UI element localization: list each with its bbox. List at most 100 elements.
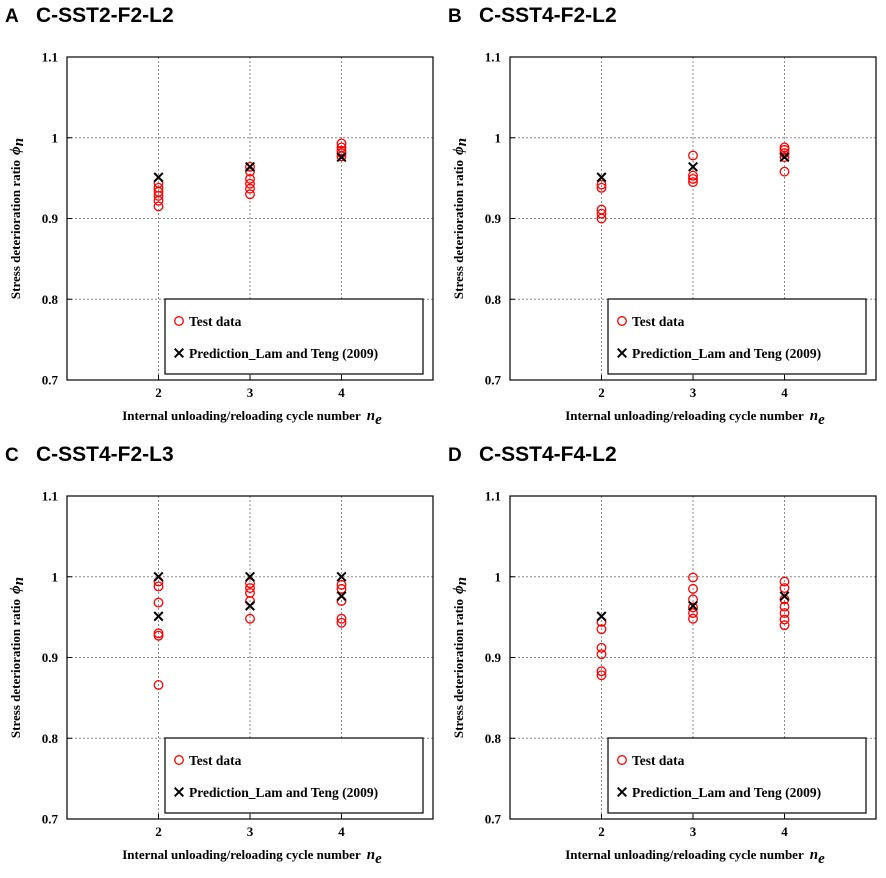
test-data-point	[153, 182, 164, 193]
test-data-point	[336, 145, 347, 156]
y-tick-label: 1	[495, 130, 502, 145]
y-axis-label: Stress deterioration ratio ϕn	[451, 577, 470, 738]
x-axis-label-subscript: e	[375, 851, 382, 867]
prediction-point	[779, 591, 790, 602]
x-axis-label: Internal unloading/reloading cycle numbe…	[565, 847, 825, 867]
chart-a: A C-SST2-F2-L2 2 3 4 0.7 0.8 0.9 1 1.1 Internal un…	[5, 4, 434, 428]
y-tick-label: 0.9	[485, 650, 502, 665]
prediction-point	[336, 571, 347, 582]
prediction-point	[687, 161, 699, 172]
x-axis-label-text: Internal unloading/reloading cycle numbe…	[122, 408, 361, 423]
x-tick-label: 2	[155, 385, 162, 400]
x-axis-label-subscript: e	[375, 412, 382, 428]
x-tick-label: 2	[155, 824, 162, 839]
test-data-point	[153, 597, 164, 608]
x-tick-label: 4	[338, 385, 345, 400]
test-data-point	[336, 613, 347, 624]
y-tick-label: 1.1	[42, 489, 58, 504]
y-tick-label: 1.1	[485, 489, 501, 504]
test-data-point	[688, 583, 698, 594]
test-data-point	[779, 614, 790, 625]
test-data-point	[336, 583, 347, 594]
panel-letter: A	[5, 6, 19, 27]
test-data-point	[336, 142, 347, 153]
chart-c: C C-SST4-F2-L3 2 3 4 0.7 0.8 0.9 1 1.1 Internal un…	[5, 443, 434, 867]
panel-letter: D	[448, 445, 462, 466]
y-tick-label: 1.1	[42, 50, 58, 65]
x-axis-label: Internal unloading/reloading cycle numbe…	[565, 408, 825, 428]
test-data-point	[688, 608, 698, 619]
x-tick-label: 3	[690, 824, 697, 839]
prediction-point	[336, 591, 347, 602]
test-data-point	[688, 177, 698, 188]
test-data-point	[245, 178, 255, 189]
y-tick-label: 0.8	[485, 731, 502, 746]
x-axis-label-symbol: n	[810, 847, 818, 863]
chart-b: B C-SST4-F2-L2 2 3 4 0.7 0.8 0.9 1 1.1 Internal un…	[448, 4, 877, 428]
chart-title: C-SST4-F4-L2	[479, 443, 617, 466]
test-data-point	[153, 581, 164, 592]
x-tick-label: 2	[598, 824, 605, 839]
y-tick-label: 0.8	[42, 731, 59, 746]
legend-label: Test data	[632, 753, 685, 768]
legend-box	[607, 737, 867, 814]
y-axis-label: Stress deterioration ratio ϕn	[8, 138, 27, 299]
x-axis-label-symbol: n	[367, 408, 375, 424]
chart-d: D C-SST4-F4-L2 2 3 4 0.7 0.8 0.9 1 1.1 Internal un…	[448, 443, 877, 867]
test-data-point	[596, 204, 607, 215]
test-data-point	[779, 142, 790, 153]
x-tick-label: 4	[781, 824, 788, 839]
panel-d: D C-SST4-F4-L2 2 3 4 0.7 0.8 0.9 1 1.1 Internal un…	[443, 439, 886, 878]
y-tick-label: 0.7	[42, 373, 59, 388]
prediction-point	[596, 611, 607, 622]
x-tick-label: 4	[338, 824, 345, 839]
y-axis-label: Stress deterioration ratio ϕn	[451, 138, 470, 299]
x-tick-label: 2	[598, 385, 605, 400]
prediction-point	[244, 600, 256, 611]
test-data-point	[688, 173, 698, 184]
test-data-point	[153, 201, 164, 212]
legend-test-data-marker	[174, 755, 184, 765]
prediction-point	[596, 172, 607, 183]
test-data-point	[596, 182, 607, 193]
test-data-point	[245, 578, 255, 589]
test-data-point	[779, 620, 790, 631]
test-data-point	[688, 594, 698, 605]
prediction-point	[244, 571, 256, 582]
y-axis-label-symbol: ϕ	[8, 585, 24, 594]
test-data-point	[596, 624, 607, 635]
prediction-point	[153, 611, 164, 622]
y-axis-label-subscript: n	[11, 577, 27, 585]
test-data-point	[336, 138, 347, 149]
test-data-point	[245, 183, 255, 194]
y-tick-label: 1	[52, 130, 59, 145]
prediction-point	[153, 172, 164, 183]
test-data-point	[596, 179, 607, 190]
test-data-point	[596, 642, 607, 653]
test-data-point	[688, 613, 698, 624]
panel-letter: B	[448, 6, 462, 27]
y-axis-label-subscript: n	[11, 138, 27, 146]
y-axis-label-text: Stress deterioration ratio	[8, 160, 23, 299]
prediction-point	[244, 161, 256, 172]
legend-label: Prediction_Lam and Teng (2009)	[189, 785, 378, 800]
y-tick-label: 0.8	[42, 292, 59, 307]
y-axis-label-symbol: ϕ	[451, 146, 467, 155]
y-tick-label: 0.7	[485, 373, 502, 388]
prediction-point	[779, 152, 790, 163]
x-axis-label-symbol: n	[367, 847, 375, 863]
y-axis-label: Stress deterioration ratio ϕn	[8, 577, 27, 738]
prediction-point	[153, 571, 164, 582]
test-data-point	[779, 583, 790, 594]
y-tick-label: 1	[495, 569, 502, 584]
prediction-point	[687, 600, 699, 611]
test-data-point	[596, 670, 607, 681]
chart-title: C-SST4-F2-L2	[479, 4, 617, 27]
legend-box	[164, 737, 424, 814]
x-axis-label: Internal unloading/reloading cycle numbe…	[122, 408, 382, 428]
y-tick-label: 0.8	[485, 292, 502, 307]
test-data-point	[245, 583, 255, 594]
test-data-point	[245, 189, 255, 200]
legend-label: Test data	[189, 314, 242, 329]
test-data-point	[153, 628, 164, 639]
